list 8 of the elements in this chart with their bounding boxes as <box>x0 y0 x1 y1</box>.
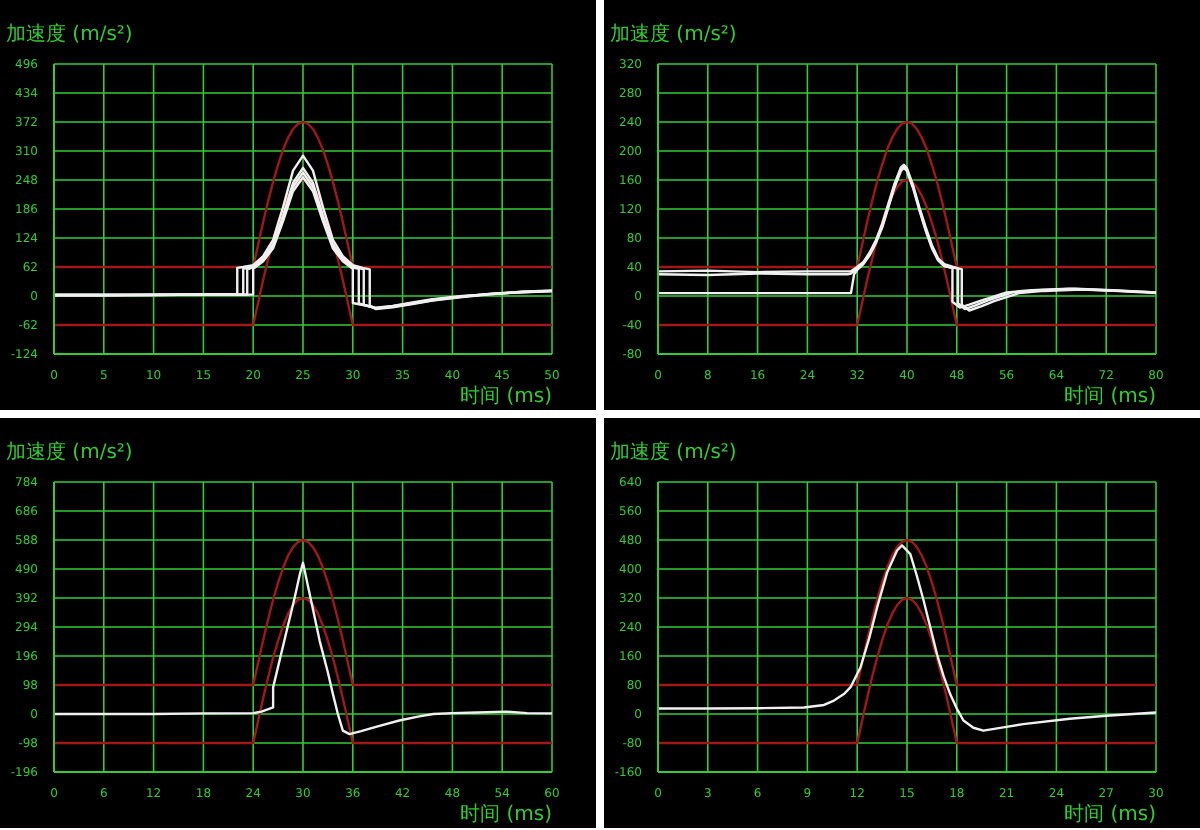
x-axis-title: 时间 (ms) <box>460 384 553 408</box>
y-axis-title: 加速度 (m/s²) <box>6 440 133 464</box>
x-axis-title: 时间 (ms) <box>1064 384 1157 408</box>
y-axis-title: 加速度 (m/s²) <box>610 440 737 464</box>
x-axis-title: 时间 (ms) <box>1064 802 1157 826</box>
y-axis-title: 加速度 (m/s²) <box>610 22 737 46</box>
y-axis-title: 加速度 (m/s²) <box>6 22 133 46</box>
x-axis-title: 时间 (ms) <box>460 802 553 826</box>
